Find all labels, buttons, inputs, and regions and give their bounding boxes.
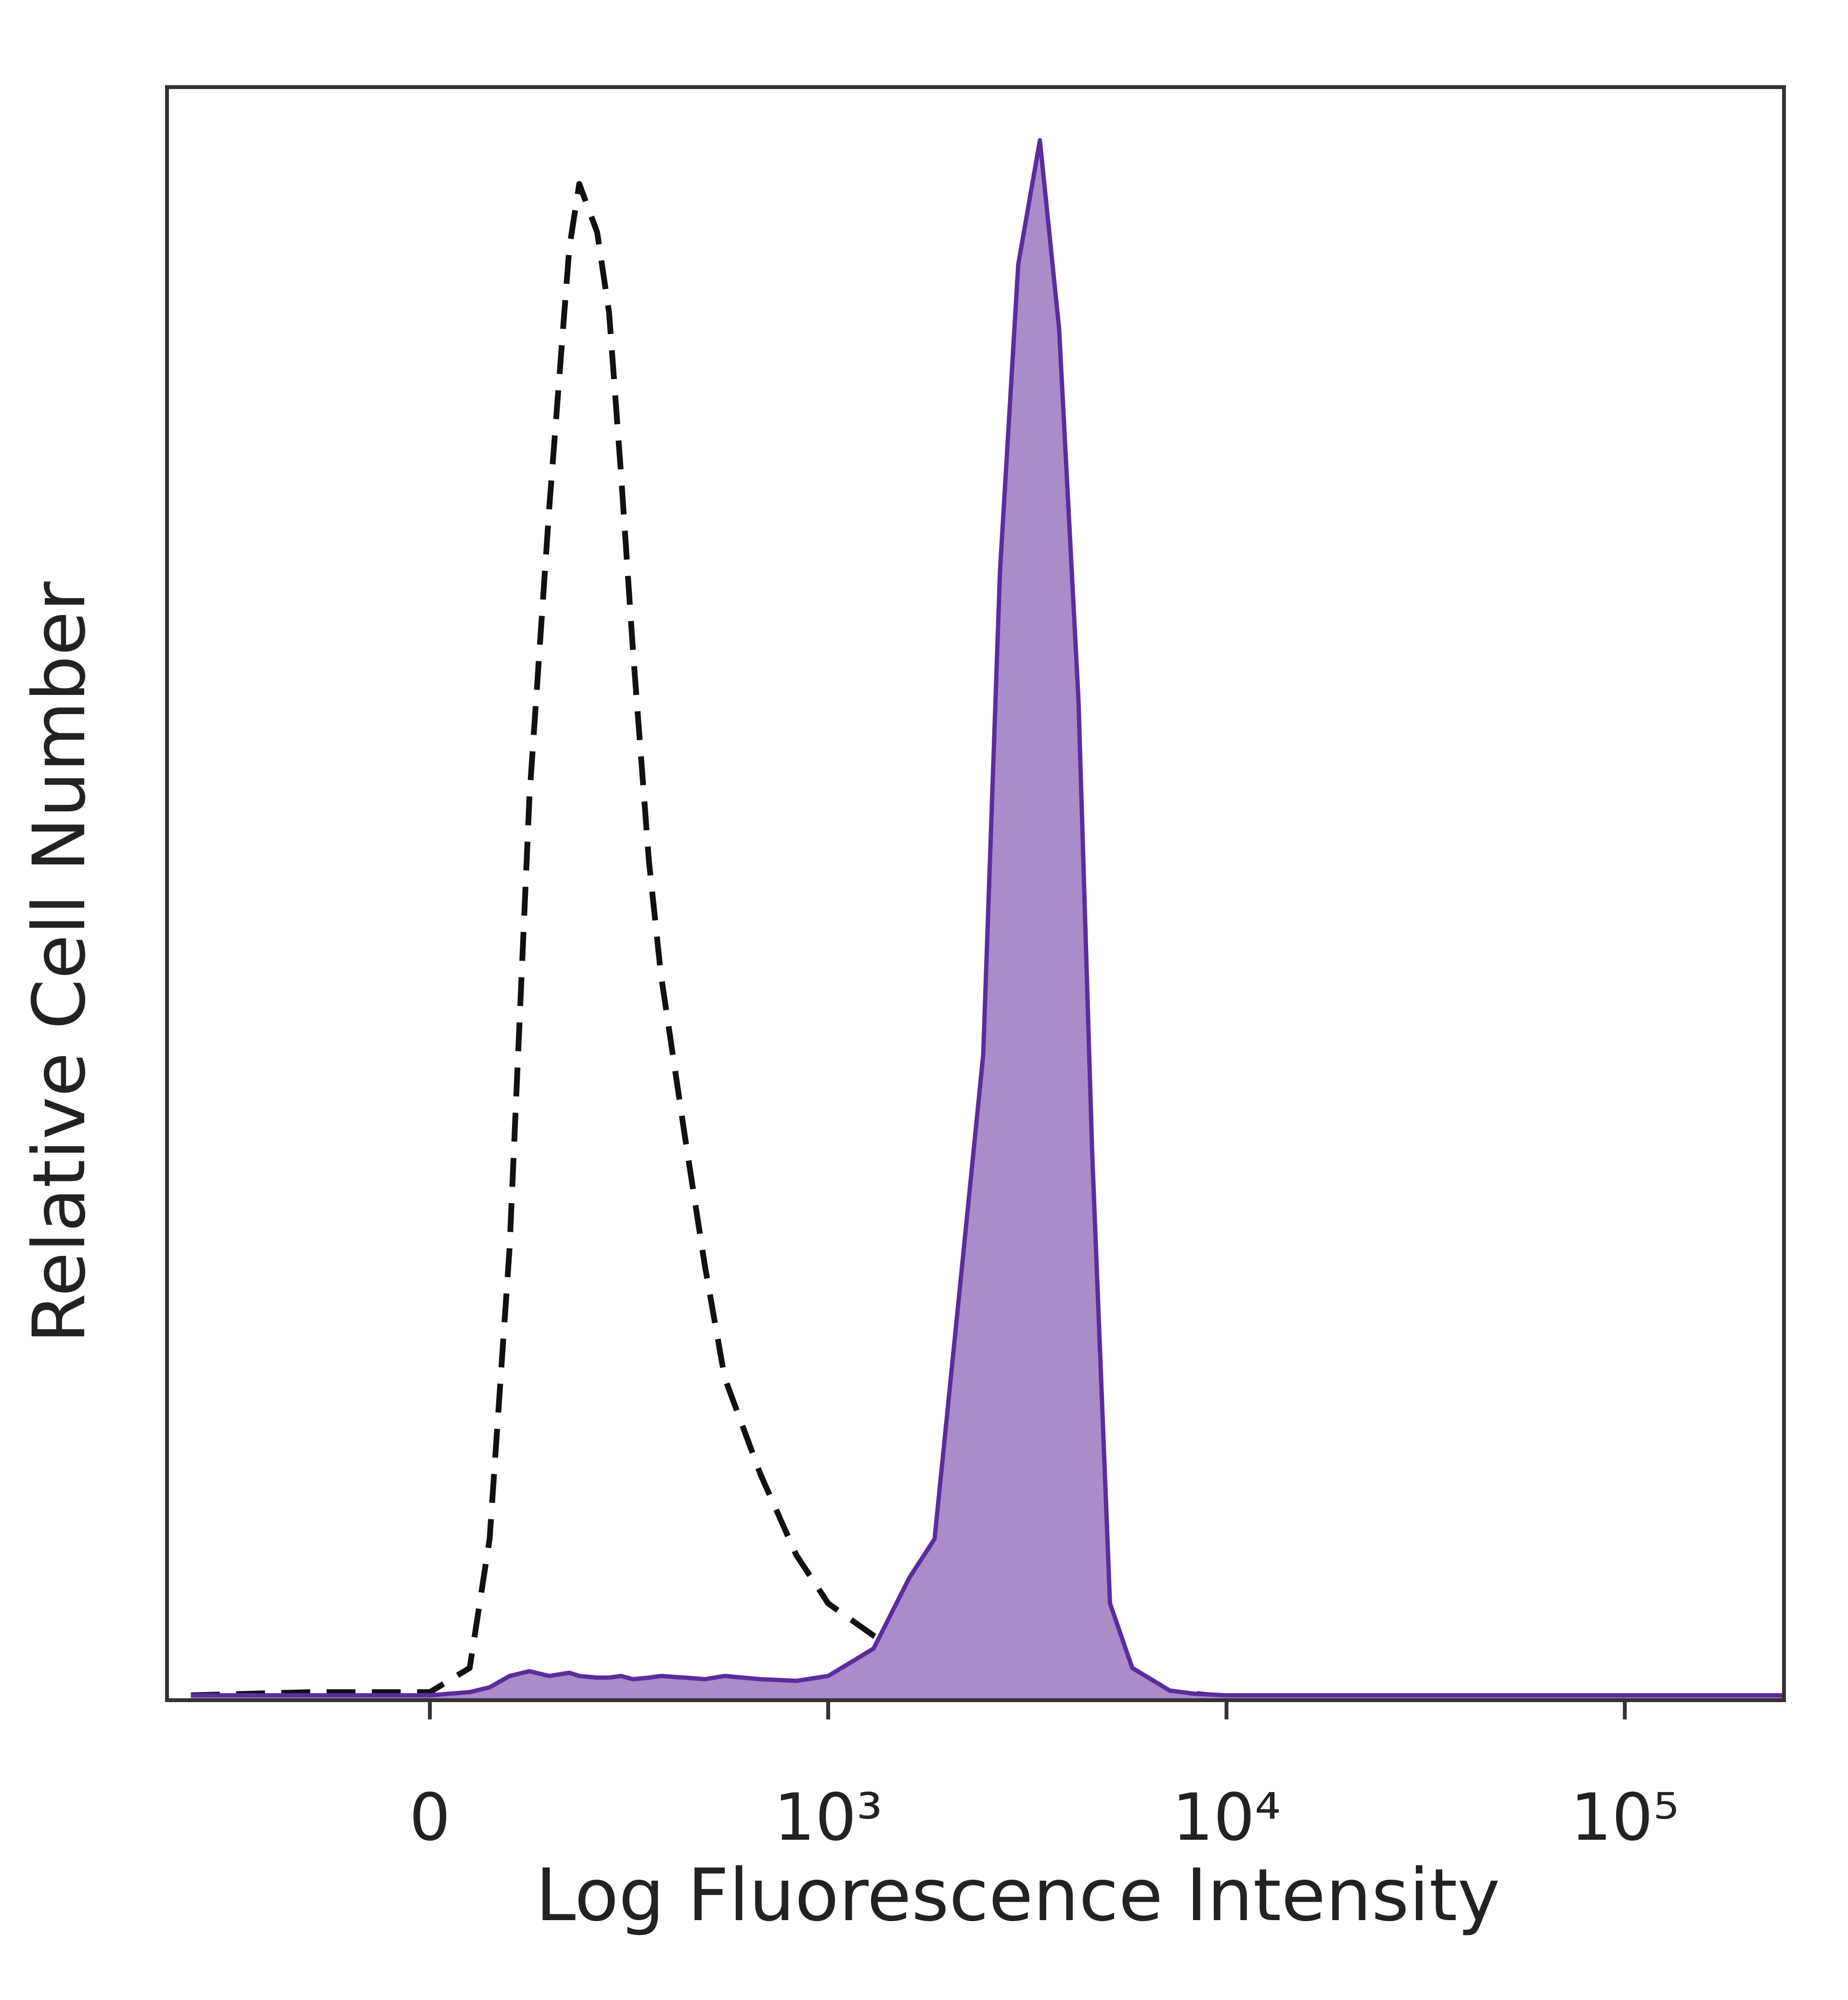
series-line — [191, 138, 1784, 1698]
x-tick-label: 10⁴ — [1172, 1780, 1281, 1855]
x-tick-label: 0 — [409, 1780, 450, 1855]
y-axis-title: Relative Cell Number — [18, 581, 102, 1344]
x-tick-label: 10⁵ — [1570, 1780, 1679, 1855]
x-tick-label: 10³ — [774, 1780, 883, 1855]
x-axis-title: Log Fluorescence Intensity — [536, 1854, 1500, 1937]
plot-frame — [165, 85, 1786, 1702]
series-area — [191, 140, 1784, 1700]
